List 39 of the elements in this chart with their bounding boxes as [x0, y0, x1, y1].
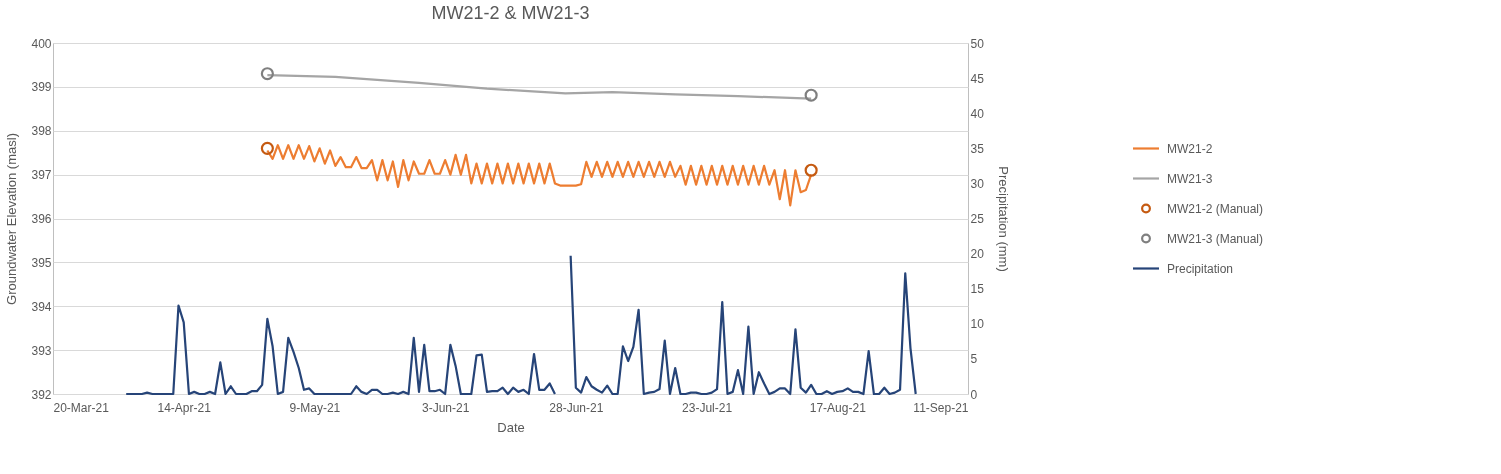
y-axis-title: Groundwater Elevation (masl) [4, 133, 20, 305]
y2-tick-label: 45 [970, 71, 985, 86]
legend-label: MW21-2 [1167, 141, 1213, 156]
line-series [266, 144, 813, 207]
y2-tick-label: 10 [970, 317, 985, 332]
x-tick-label: 3-Jun-21 [421, 400, 470, 415]
line-series [266, 73, 813, 100]
legend-label: MW21-3 [1167, 171, 1213, 186]
y2-axis-title: Precipitation (mm) [995, 166, 1011, 272]
y-tick-label: 395 [31, 255, 52, 270]
y-tick-label: 393 [31, 343, 52, 358]
x-tick-label: 28-Jun-21 [549, 400, 604, 415]
y-tick-label: 397 [31, 168, 52, 183]
y2-tick-label: 0 [970, 387, 978, 402]
legend-label: Precipitation [1167, 261, 1234, 276]
y2-tick-label: 20 [970, 247, 985, 262]
chart-title: MW21-2 & MW21-3 [431, 3, 590, 23]
y2-tick-label: 50 [970, 36, 985, 51]
legend-label: MW21-2 (Manual) [1167, 201, 1264, 216]
legend-label: MW21-3 (Manual) [1167, 231, 1264, 246]
y2-tick-label: 25 [970, 212, 985, 226]
y-tick-label: 396 [31, 212, 52, 226]
y-tick-label: 398 [31, 124, 52, 139]
y-tick-label: 394 [31, 299, 52, 314]
y2-tick-label: 30 [970, 176, 985, 191]
x-tick-label: 14-Apr-21 [157, 400, 212, 415]
y-tick-label: 400 [31, 36, 52, 51]
y-tick-label: 392 [31, 387, 52, 402]
x-tick-label: 9-May-21 [289, 400, 341, 415]
x-tick-label: 23-Jul-21 [682, 400, 733, 415]
x-axis-title: Date [497, 419, 525, 435]
y2-tick-label: 35 [970, 141, 985, 156]
y2-tick-label: 5 [970, 352, 978, 367]
x-tick-label: 11-Sep-21 [913, 400, 969, 415]
y-tick-label: 399 [31, 80, 52, 95]
x-tick-label: 20-Mar-21 [53, 400, 110, 415]
y2-tick-label: 15 [970, 282, 985, 297]
y2-tick-label: 40 [970, 106, 985, 121]
x-tick-label: 17-Aug-21 [809, 400, 867, 415]
